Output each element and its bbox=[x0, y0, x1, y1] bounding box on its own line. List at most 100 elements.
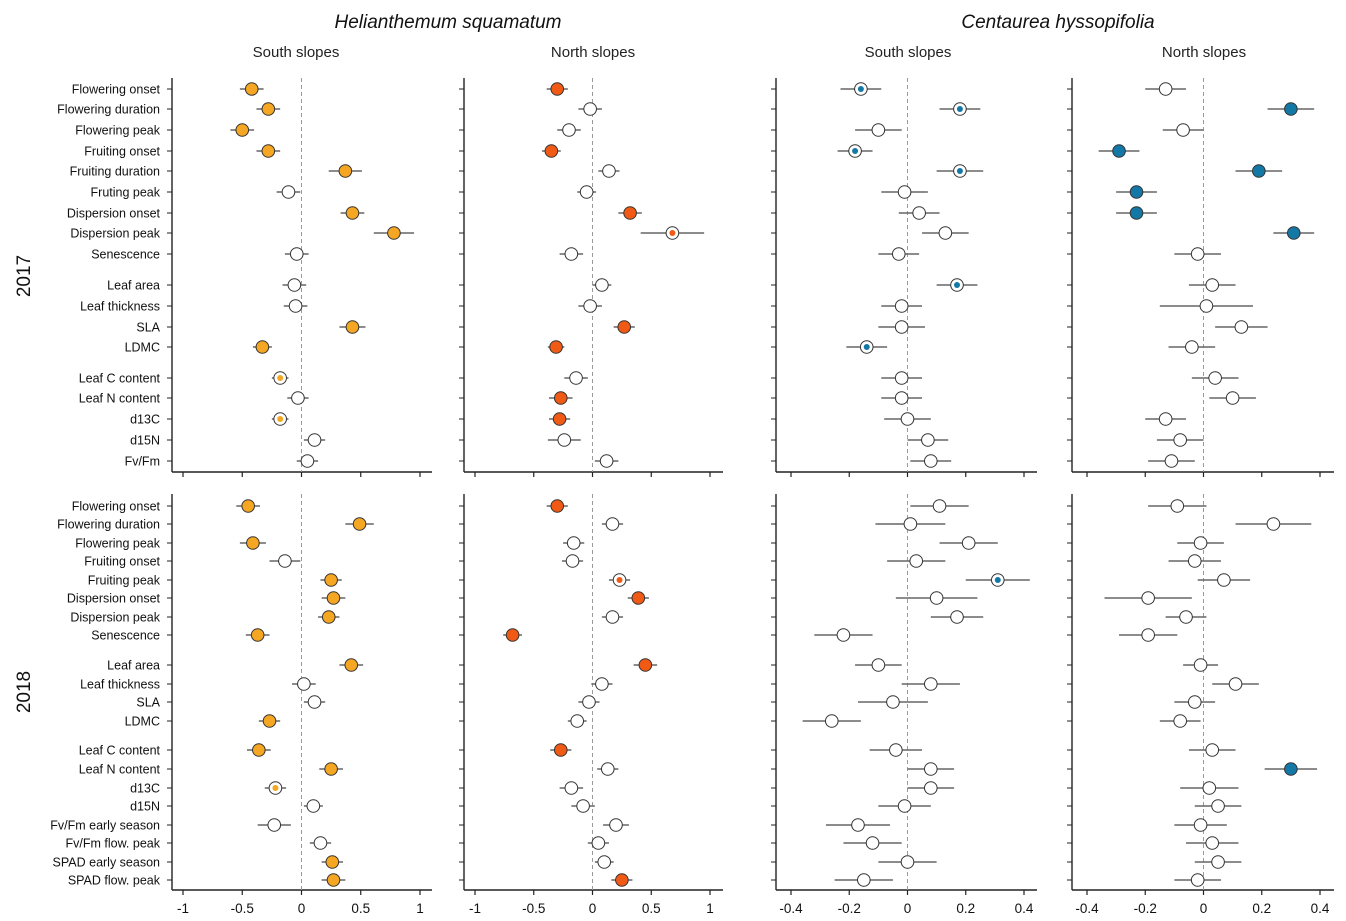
point-estimate bbox=[924, 677, 938, 691]
point-estimate bbox=[599, 454, 614, 468]
point-estimate bbox=[1170, 499, 1185, 513]
point-estimate bbox=[617, 320, 632, 334]
point-estimate bbox=[1286, 226, 1301, 240]
marginal-point-dot bbox=[669, 230, 676, 236]
marginal-point-dot bbox=[277, 375, 284, 381]
point-estimate bbox=[570, 714, 585, 728]
point-estimate bbox=[900, 855, 915, 869]
panel-6: -0.4 -0.2 0 0.2 0.4 bbox=[771, 494, 1037, 916]
point-estimate bbox=[595, 677, 609, 691]
marginal-point-dot bbox=[956, 106, 963, 112]
point-estimate bbox=[345, 206, 360, 220]
point-estimate bbox=[387, 226, 401, 240]
trait-label: Leaf thickness bbox=[80, 678, 160, 692]
trait-label: Flowering duration bbox=[57, 518, 160, 532]
point-estimate bbox=[1129, 185, 1144, 199]
point-estimate bbox=[900, 412, 915, 426]
plot-panels: Flowering onset Flowering duration Floweri… bbox=[50, 78, 1334, 916]
marginal-point-dot bbox=[272, 785, 279, 791]
x-tick-label: 0.4 bbox=[1311, 901, 1330, 916]
trait-label: SLA bbox=[136, 321, 160, 335]
point-estimate bbox=[903, 517, 918, 531]
species-title-centaurea: Centaurea hyssopifolia bbox=[961, 12, 1154, 33]
trait-label: Fv/Fm flow. peak bbox=[66, 837, 161, 851]
point-estimate bbox=[288, 299, 303, 313]
x-tick-label: 0 bbox=[298, 901, 306, 916]
x-tick-label: 0.2 bbox=[956, 901, 975, 916]
point-estimate bbox=[600, 762, 615, 776]
x-tick-label: -1 bbox=[177, 901, 189, 916]
point-estimate bbox=[255, 340, 270, 354]
point-estimate bbox=[891, 247, 906, 261]
marginal-point-dot bbox=[852, 148, 859, 154]
year-label-2017: 2017 bbox=[14, 255, 35, 297]
point-estimate bbox=[950, 610, 964, 624]
trait-label: Fruting peak bbox=[91, 186, 161, 200]
point-estimate bbox=[597, 855, 612, 869]
point-estimate bbox=[246, 536, 260, 550]
point-estimate bbox=[313, 836, 328, 850]
panel-title-hs-south: South slopes bbox=[253, 44, 340, 61]
trait-label: LDMC bbox=[125, 341, 160, 355]
point-estimate bbox=[550, 82, 565, 96]
point-estimate bbox=[261, 102, 276, 116]
point-estimate bbox=[300, 454, 315, 468]
point-estimate bbox=[1211, 799, 1225, 813]
point-estimate bbox=[1158, 412, 1173, 426]
x-tick-label: 0 bbox=[904, 901, 912, 916]
point-estimate bbox=[615, 873, 629, 887]
panel-7: -0.4 -0.2 0 0.2 0.4 bbox=[1067, 494, 1334, 916]
point-estimate bbox=[252, 743, 266, 757]
point-estimate bbox=[602, 164, 616, 178]
point-estimate bbox=[235, 123, 250, 137]
point-estimate bbox=[576, 799, 590, 813]
point-estimate bbox=[566, 536, 581, 550]
marginal-point-dot bbox=[616, 577, 623, 583]
point-estimate bbox=[631, 591, 646, 605]
point-estimate bbox=[287, 278, 302, 292]
x-tick-label: 0.5 bbox=[642, 901, 661, 916]
point-estimate bbox=[553, 391, 568, 405]
point-estimate bbox=[281, 185, 296, 199]
x-tick-label: 0.2 bbox=[1252, 901, 1271, 916]
point-estimate bbox=[1205, 278, 1220, 292]
x-tick-label: -0.2 bbox=[838, 901, 861, 916]
point-estimate bbox=[262, 714, 277, 728]
point-estimate bbox=[1193, 818, 1208, 832]
year-label-2018: 2018 bbox=[14, 671, 35, 713]
point-estimate bbox=[307, 695, 322, 709]
point-estimate bbox=[924, 762, 938, 776]
x-tick-label: 1 bbox=[416, 901, 424, 916]
point-estimate bbox=[1225, 391, 1240, 405]
point-estimate bbox=[326, 873, 341, 887]
point-estimate bbox=[579, 185, 594, 199]
point-estimate bbox=[1164, 454, 1179, 468]
point-estimate bbox=[897, 185, 912, 199]
point-estimate bbox=[1205, 743, 1220, 757]
point-estimate bbox=[1190, 247, 1205, 261]
point-estimate bbox=[886, 695, 900, 709]
point-estimate bbox=[306, 799, 321, 813]
trait-label: Leaf area bbox=[107, 659, 160, 673]
point-estimate bbox=[1190, 873, 1205, 887]
marginal-point-dot bbox=[277, 416, 284, 422]
point-estimate bbox=[1176, 123, 1190, 137]
point-estimate bbox=[605, 610, 620, 624]
point-estimate bbox=[267, 818, 282, 832]
x-tick-label: -0.5 bbox=[522, 901, 545, 916]
point-estimate bbox=[1284, 762, 1298, 776]
point-estimate bbox=[321, 610, 336, 624]
trait-label: Fruiting duration bbox=[70, 165, 160, 179]
point-estimate bbox=[583, 299, 597, 313]
point-estimate bbox=[1199, 299, 1214, 313]
point-estimate bbox=[857, 873, 871, 887]
point-estimate bbox=[921, 433, 935, 447]
point-estimate bbox=[244, 82, 259, 96]
point-estimate bbox=[1173, 433, 1187, 447]
point-estimate bbox=[1211, 855, 1225, 869]
point-estimate bbox=[549, 340, 563, 354]
point-estimate bbox=[338, 164, 353, 178]
point-estimate bbox=[565, 554, 580, 568]
species-title-helianthemum: Helianthemum squamatum bbox=[334, 12, 561, 33]
